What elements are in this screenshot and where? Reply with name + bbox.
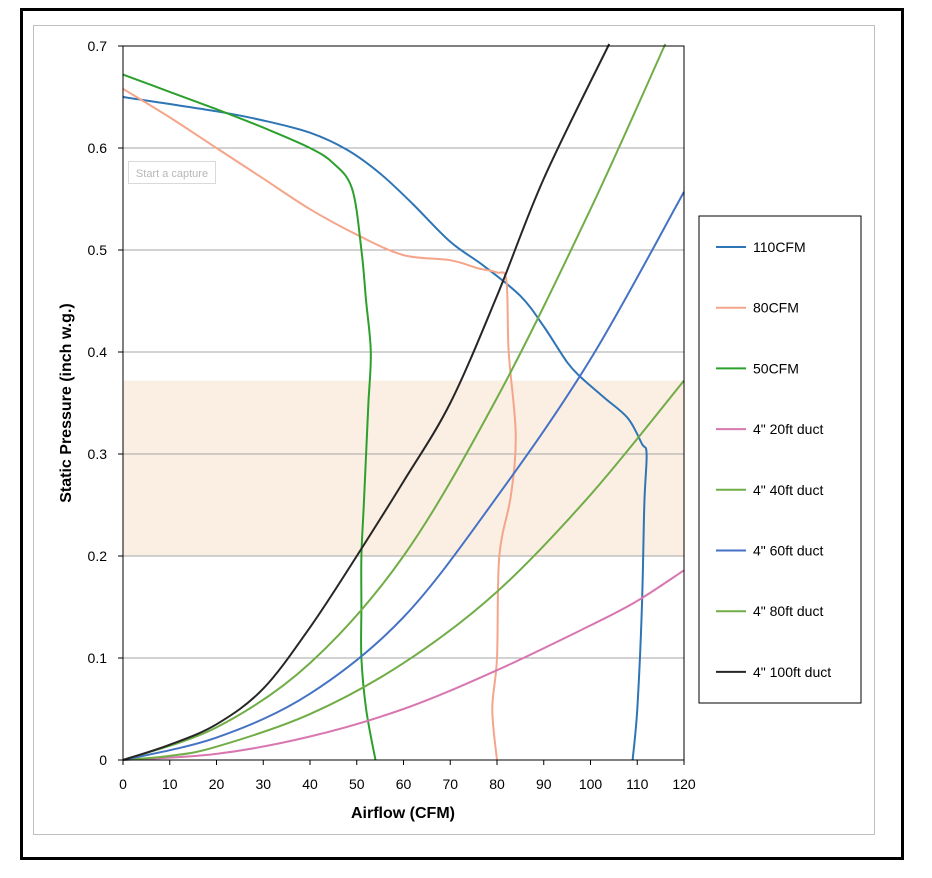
series-line-6: [122, 43, 667, 761]
series-line-5: [122, 191, 685, 761]
legend: [698, 215, 862, 704]
legend-label: 50CFM: [753, 360, 799, 376]
legend-label: 4" 60ft duct: [753, 543, 823, 559]
x-tick-label: 30: [255, 776, 271, 792]
series-line-3: [122, 569, 685, 761]
series-line-0: [122, 96, 648, 761]
y-tick-label: 0.4: [88, 344, 108, 360]
x-tick-label: 50: [349, 776, 365, 792]
x-tick-label: 0: [119, 776, 127, 792]
x-tick-label: 10: [162, 776, 178, 792]
x-tick-label: 120: [672, 776, 696, 792]
x-tick-label: 110: [626, 776, 649, 792]
x-tick-label: 100: [579, 776, 603, 792]
legend-label: 80CFM: [753, 300, 799, 316]
y-tick-label: 0.1: [88, 650, 108, 666]
start-capture-button[interactable]: Start a capture: [128, 161, 216, 184]
legend-label: 4" 40ft duct: [753, 482, 823, 498]
legend-label: 4" 100ft duct: [753, 664, 831, 680]
y-tick-label: 0.6: [88, 140, 108, 156]
highlight-band: [123, 380, 684, 556]
series-line-4: [122, 379, 685, 761]
y-tick-label: 0.7: [88, 38, 108, 54]
x-tick-label: 70: [442, 776, 458, 792]
y-tick-label: 0: [99, 752, 107, 768]
x-axis-label: Airflow (CFM): [351, 805, 455, 822]
y-axis-label: Static Pressure (inch w.g.): [58, 303, 75, 502]
legend-label: 4" 80ft duct: [753, 603, 823, 619]
x-tick-label: 60: [396, 776, 412, 792]
legend-label: 110CFM: [753, 239, 806, 255]
x-tick-label: 20: [209, 776, 225, 792]
x-tick-label: 90: [536, 776, 552, 792]
series-line-7: [122, 43, 611, 761]
legend-label: 4" 20ft duct: [753, 421, 823, 437]
chart-inner-border: [33, 25, 875, 835]
y-tick-label: 0.5: [88, 242, 108, 258]
series-line-1: [122, 87, 517, 761]
x-tick-label: 80: [489, 776, 505, 792]
x-tick-label: 40: [302, 776, 318, 792]
y-tick-label: 0.3: [88, 446, 108, 462]
y-tick-label: 0.2: [88, 548, 108, 564]
